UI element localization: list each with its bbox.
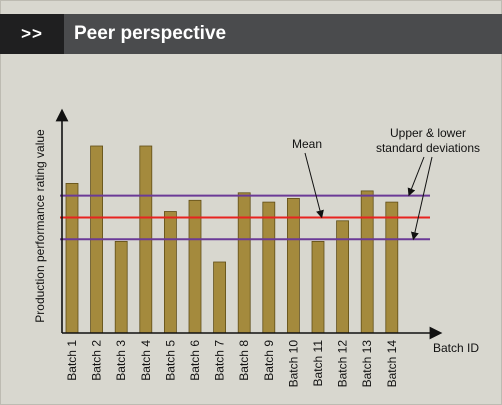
- x-tick-label: Batch 7: [213, 340, 227, 381]
- x-axis-label: Batch ID: [433, 341, 479, 355]
- x-tick-label: Batch 5: [163, 340, 177, 381]
- page-title: Peer perspective: [74, 23, 227, 44]
- bar-10: [286, 197, 300, 334]
- x-tick-label: Batch 13: [360, 340, 374, 388]
- x-tick-label: Batch 1: [65, 340, 79, 381]
- bar-8: [237, 192, 251, 334]
- x-tick-label: Batch 9: [262, 340, 276, 381]
- x-tick-label: Batch 4: [139, 340, 153, 381]
- x-tick-label: Batch 8: [237, 340, 251, 381]
- x-tick-label: Batch 14: [385, 340, 399, 388]
- bar-14: [385, 201, 399, 334]
- x-tick-label: Batch 12: [336, 340, 350, 388]
- bar-3: [114, 240, 128, 334]
- x-tick-label: Batch 3: [114, 340, 128, 381]
- bar-6: [188, 199, 202, 334]
- bar-12: [336, 220, 350, 334]
- std-annotation-label-line1: Upper & lower: [390, 126, 466, 140]
- mean-pointer-arrow: [304, 152, 324, 219]
- header-bar: >> Peer perspective: [0, 14, 502, 54]
- bar-1: [65, 182, 79, 334]
- mean-annotation-label: Mean: [292, 137, 322, 151]
- y-axis-label: Production performance rating value: [33, 129, 47, 323]
- x-tick-labels: Batch 1 Batch 2 Batch 3 Batch 4 Batch 5 Batch…: [65, 340, 399, 388]
- x-tick-label: Batch 11: [311, 340, 325, 387]
- bar-5: [163, 211, 177, 334]
- header-arrow-badge: >>: [0, 14, 64, 54]
- bar-13: [360, 190, 374, 334]
- lower-std-pointer-arrow: [410, 156, 433, 241]
- x-tick-label: Batch 10: [286, 340, 300, 388]
- std-annotation-label-line2: standard deviations: [376, 141, 480, 155]
- x-tick-label: Batch 6: [188, 340, 202, 381]
- bar-11: [311, 240, 325, 334]
- x-tick-label: Batch 2: [90, 340, 104, 381]
- upper-std-pointer-arrow: [407, 156, 425, 197]
- axes-group: Production performance rating value Batch…: [33, 108, 479, 355]
- bar-9: [262, 201, 276, 334]
- reference-lines: [60, 194, 430, 241]
- bar-7: [213, 261, 227, 334]
